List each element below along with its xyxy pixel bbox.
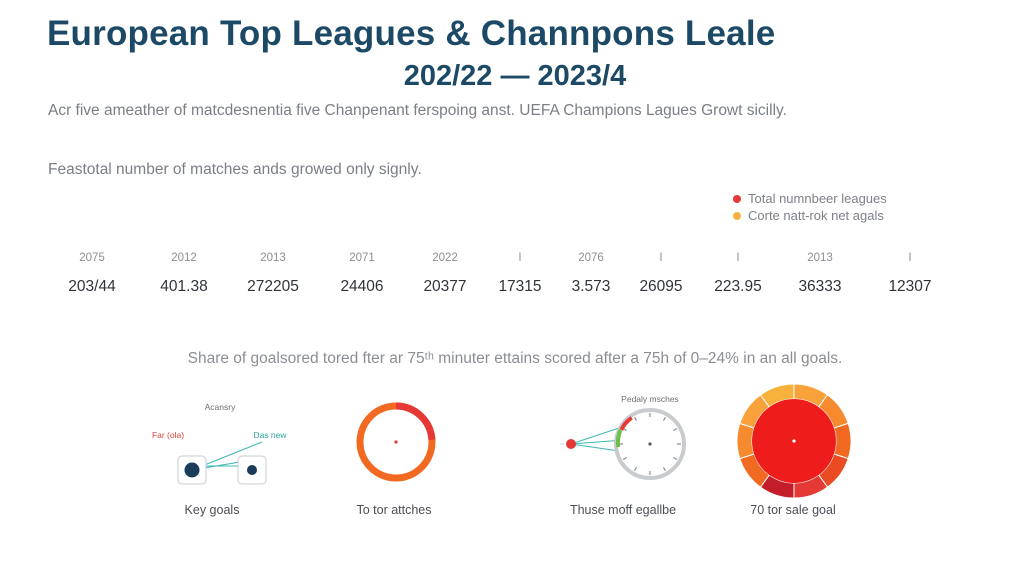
table-column: I 12307	[860, 252, 960, 296]
page-subtitle: 202/22 — 2023/4	[403, 60, 627, 92]
clock-ticks	[619, 413, 681, 475]
legend-dot-amber-icon	[733, 211, 741, 220]
clock-tick	[673, 427, 678, 432]
clock-tick	[622, 456, 627, 461]
column-header: 2013	[260, 252, 286, 264]
page-title: European Top Leagues & Channpons Leale	[47, 14, 776, 53]
table-column: 2076 3.573	[541, 252, 641, 296]
key-goals-panel: Acansry Far (ola) Das new	[152, 402, 287, 485]
table-column: I 26095	[611, 252, 711, 296]
column-header: 2076	[578, 252, 604, 264]
sunburst-segment	[736, 422, 755, 460]
column-header: 2013	[807, 252, 833, 264]
description-line-2: Feastotal number of matches ands growed …	[48, 161, 422, 178]
column-value: 20377	[423, 278, 467, 295]
caption-sale-goal: 70 tor sale goal	[750, 503, 836, 517]
clock-tick	[673, 456, 678, 461]
column-header: I	[518, 252, 522, 264]
caption-key-goals: Key goals	[184, 503, 240, 517]
caption-late-goals: Thuse moff egallbe	[569, 503, 677, 517]
goals-share-title: Share of goalsored tored fter ar 75ᵗʰ mi…	[187, 350, 843, 367]
table-column: 2071 24406	[312, 252, 412, 296]
panel-label-right: Das new	[253, 430, 287, 440]
clock-center-dot	[648, 442, 652, 446]
clock-gauge-panel: Pedaly msches	[560, 394, 686, 480]
gauge-highlight-arc	[395, 402, 436, 441]
column-value: 24406	[340, 278, 384, 295]
node-dot	[247, 465, 257, 475]
gauge-center-dot	[394, 440, 398, 444]
table-column: 2012 401.38	[134, 252, 234, 296]
column-header: 2075	[79, 252, 105, 264]
table-column: I 223.95	[688, 252, 788, 296]
panel-label-top: Pedaly msches	[621, 394, 679, 404]
clock-marker-dot	[566, 439, 576, 449]
description-line-1: Acr five ameather of matcdesnentia five …	[48, 102, 787, 119]
legend-item-goals: Corte natt-rok net agals	[733, 207, 887, 224]
clock-tick	[633, 416, 638, 421]
table-column: I 17315	[470, 252, 570, 296]
ring-gauge-panel	[356, 402, 436, 482]
sunburst-panel	[736, 383, 852, 499]
column-header: I	[908, 252, 912, 264]
legend-label: Total numnbeer leagues	[748, 191, 887, 206]
column-value: 12307	[888, 278, 932, 295]
node-dot	[184, 462, 200, 478]
column-value: 203/44	[68, 278, 116, 295]
column-value: 17315	[498, 278, 542, 295]
sunburst-center-dot	[792, 439, 796, 443]
legend: Total numnbeer leagues Corte natt-rok ne…	[733, 190, 887, 224]
column-header: 2071	[349, 252, 375, 264]
legend-label: Corte natt-rok net agals	[748, 208, 884, 223]
column-header: 2012	[171, 252, 197, 264]
clock-tick	[633, 467, 638, 472]
legend-item-total: Total numnbeer leagues	[733, 190, 887, 207]
clock-tick	[662, 467, 667, 472]
column-header: 2022	[432, 252, 458, 264]
legend-dot-red-icon	[733, 194, 741, 203]
column-value: 26095	[639, 278, 683, 295]
clock-green-arc	[615, 429, 623, 448]
panel-label-left: Far (ola)	[152, 430, 184, 440]
column-value: 272205	[247, 278, 299, 295]
panel-label-top: Acansry	[205, 402, 236, 412]
clock-tick	[662, 416, 667, 421]
column-value: 401.38	[160, 278, 208, 295]
table-column: 2022 20377	[395, 252, 495, 296]
goal-charts: Acansry Far (ola) Das new Pedaly msches	[152, 383, 852, 499]
table-column: 2013 36333	[770, 252, 870, 296]
column-value: 36333	[798, 278, 842, 295]
column-header: I	[736, 252, 740, 264]
column-value: 3.573	[571, 278, 611, 295]
column-header: I	[659, 252, 663, 264]
table-column: 2075 203/44	[42, 252, 142, 296]
column-value: 223.95	[714, 278, 762, 295]
sunburst-segment	[833, 422, 852, 460]
clock-red-arc	[619, 416, 633, 431]
table-column: 2013 272205	[223, 252, 323, 296]
caption-total-matches: To tor attches	[356, 503, 432, 517]
